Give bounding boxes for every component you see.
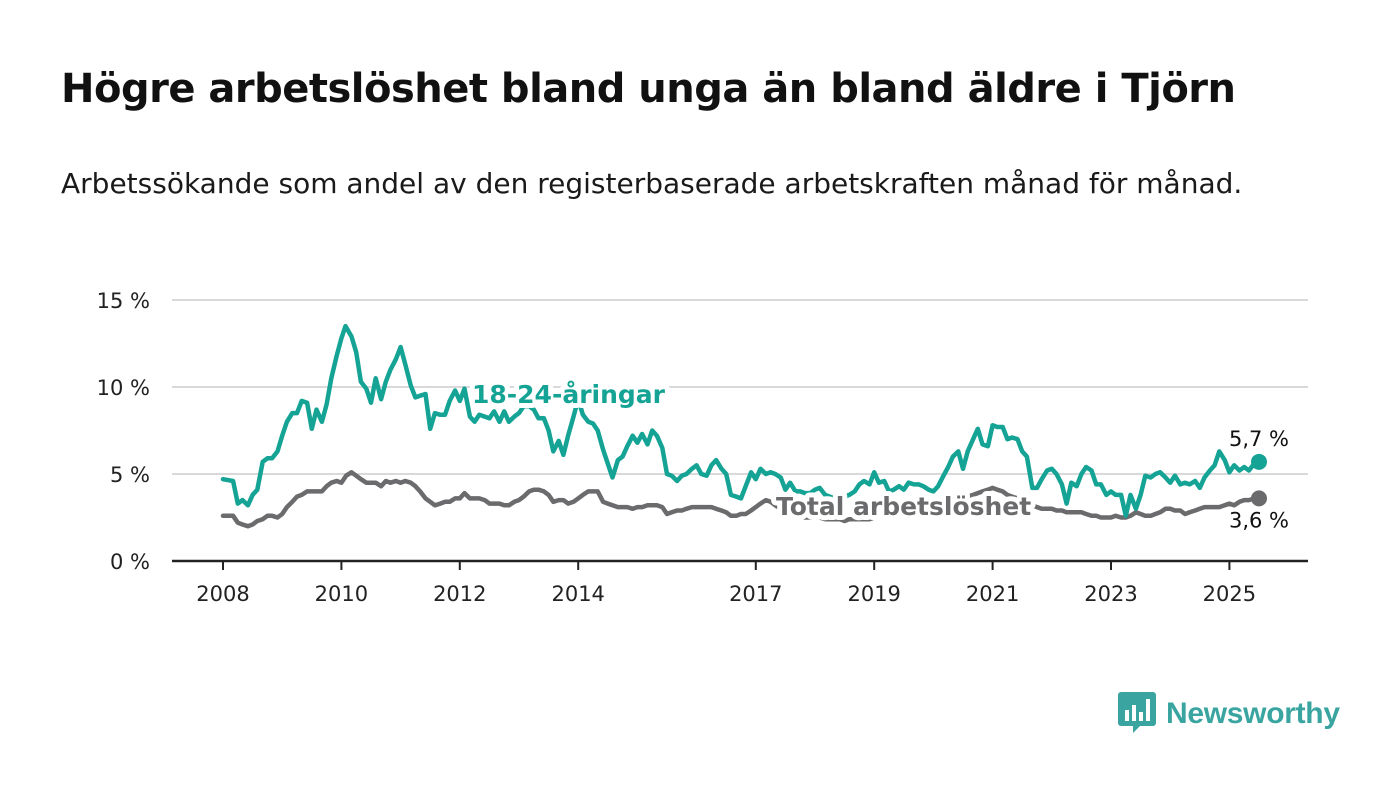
series-line-youth (220, 323, 1262, 519)
x-tick-label: 2019 (847, 582, 900, 606)
x-tick-label: 2021 (966, 582, 1019, 606)
y-tick-label: 5 % (110, 463, 150, 487)
gridlines (172, 299, 1308, 475)
y-axis: 0 % 5 % 10 % 15 % (97, 289, 150, 574)
series-label-youth: 18-24-åringar (472, 380, 666, 409)
x-tick-label: 2012 (433, 582, 486, 606)
chart-subtitle: Arbetssökande som andel av den registerb… (61, 167, 1243, 200)
x-tick-label: 2017 (729, 582, 782, 606)
x-tick-label: 2023 (1084, 582, 1137, 606)
series-lines (220, 323, 1267, 529)
series-line-total (220, 470, 1262, 529)
series-labels: 5,7 % 3,6 % 18-24-åringar Total arbetslöshe… (467, 375, 1289, 532)
x-axis: 2008 2010 2012 2014 2017 2019 2021 2023 2025 (172, 559, 1308, 606)
y-tick-label: 10 % (97, 376, 150, 400)
y-tick-label: 0 % (110, 550, 150, 574)
end-point-youth (1251, 453, 1267, 470)
chart-title: Högre arbetslöshet bland unga än bland ä… (61, 66, 1236, 112)
bar-chart-speech-bubble-icon (1118, 690, 1156, 738)
x-tick-label: 2014 (551, 582, 604, 606)
brand-name: Newsworthy (1166, 697, 1340, 730)
end-value-label-total: 3,6 % (1229, 508, 1289, 532)
x-tick-label: 2010 (315, 582, 368, 606)
brand-logo: Newsworthy (1118, 690, 1340, 738)
end-point-total (1251, 490, 1267, 507)
series-label-total: Total arbetslöshet (776, 492, 1031, 521)
end-value-label-youth: 5,7 % (1229, 427, 1289, 451)
x-tick-label: 2008 (196, 582, 249, 606)
y-tick-label: 15 % (97, 289, 150, 313)
x-tick-label: 2025 (1203, 582, 1256, 606)
